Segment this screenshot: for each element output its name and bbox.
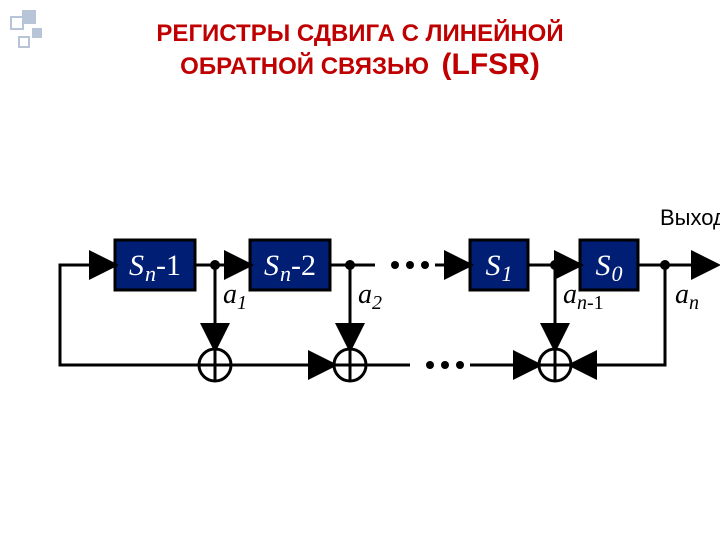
svg-text:a2: a2 (358, 279, 382, 314)
svg-text:a1: a1 (223, 279, 247, 314)
output-label: Выход (660, 205, 720, 230)
title-line-2: ОБРАТНОЙ СВЯЗЬЮ (LFSR) (0, 48, 720, 82)
lfsr-diagram: Sn-1Sn-2S1S0Выходa1a2an-1an (0, 150, 720, 450)
title-line-1: РЕГИСТРЫ СДВИГА С ЛИНЕЙНОЙ (0, 20, 720, 48)
svg-text:an: an (675, 279, 699, 314)
page-title: РЕГИСТРЫ СДВИГА С ЛИНЕЙНОЙ ОБРАТНОЙ СВЯЗ… (0, 20, 720, 82)
